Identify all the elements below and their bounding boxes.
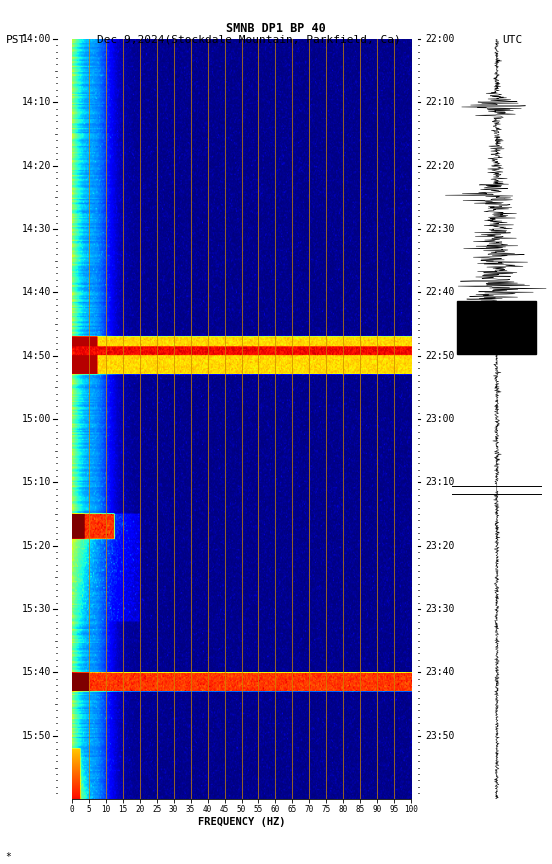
Text: SMNB DP1 BP 40: SMNB DP1 BP 40 [226, 22, 326, 35]
Text: 15:40: 15:40 [22, 668, 52, 677]
Text: 23:20: 23:20 [425, 541, 454, 550]
Text: *: * [6, 852, 12, 861]
Text: 15:20: 15:20 [22, 541, 52, 550]
Text: 22:10: 22:10 [425, 98, 454, 107]
Text: 22:50: 22:50 [425, 351, 454, 360]
X-axis label: FREQUENCY (HZ): FREQUENCY (HZ) [198, 816, 285, 827]
Bar [458, 302, 536, 354]
Text: 14:30: 14:30 [22, 224, 52, 234]
Text: 14:10: 14:10 [22, 98, 52, 107]
Text: 22:40: 22:40 [425, 288, 454, 297]
Text: 23:30: 23:30 [425, 604, 454, 614]
Text: PST: PST [6, 35, 26, 45]
Text: 14:40: 14:40 [22, 288, 52, 297]
Text: 23:50: 23:50 [425, 731, 454, 740]
Text: 23:00: 23:00 [425, 414, 454, 424]
Text: 15:50: 15:50 [22, 731, 52, 740]
Text: 14:50: 14:50 [22, 351, 52, 360]
Text: 23:10: 23:10 [425, 478, 454, 487]
Text: 23:40: 23:40 [425, 668, 454, 677]
Text: Dec 9,2024(Stockdale Mountain, Parkfield, Ca): Dec 9,2024(Stockdale Mountain, Parkfield… [97, 35, 400, 45]
Text: 14:20: 14:20 [22, 161, 52, 170]
Text: 15:30: 15:30 [22, 604, 52, 614]
Text: 15:00: 15:00 [22, 414, 52, 424]
Text: UTC: UTC [502, 35, 523, 45]
Text: 22:30: 22:30 [425, 224, 454, 234]
Text: 15:10: 15:10 [22, 478, 52, 487]
Text: 22:00: 22:00 [425, 34, 454, 44]
Text: 22:20: 22:20 [425, 161, 454, 170]
Text: 14:00: 14:00 [22, 34, 52, 44]
